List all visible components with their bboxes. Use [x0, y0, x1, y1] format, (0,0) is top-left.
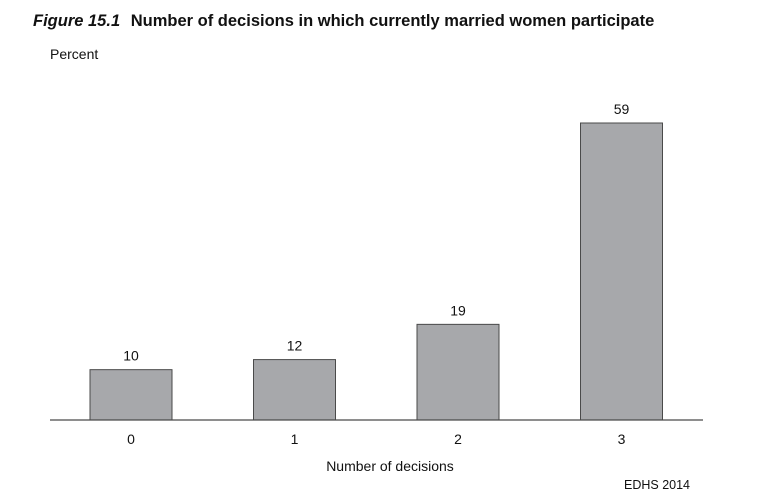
data-label-3: 59: [614, 101, 630, 117]
bar-1: [253, 359, 336, 421]
data-label-1: 12: [287, 338, 303, 354]
x-axis-label: Number of decisions: [326, 458, 454, 474]
bar-0: [89, 369, 173, 421]
labels-group: 10 0 12 1 19 2 59 3: [123, 101, 629, 447]
source-note: EDHS 2014: [624, 478, 691, 492]
y-axis-label: Percent: [50, 46, 99, 62]
chart-title-text: Number of decisions in which currently m…: [130, 12, 655, 30]
data-label-2: 19: [450, 302, 466, 318]
data-label-0: 10: [123, 348, 139, 364]
figure-label: Figure 15.1: [33, 12, 121, 30]
x-tick-label-3: 3: [618, 431, 626, 447]
bars-group: [89, 122, 663, 421]
bar-2: [416, 323, 500, 421]
chart-title: Figure 15.1 Number of decisions in which…: [33, 12, 654, 31]
bar-3: [580, 122, 663, 421]
x-tick-label-1: 1: [291, 431, 299, 447]
x-tick-label-0: 0: [127, 431, 135, 447]
x-tick-label-2: 2: [454, 431, 462, 447]
